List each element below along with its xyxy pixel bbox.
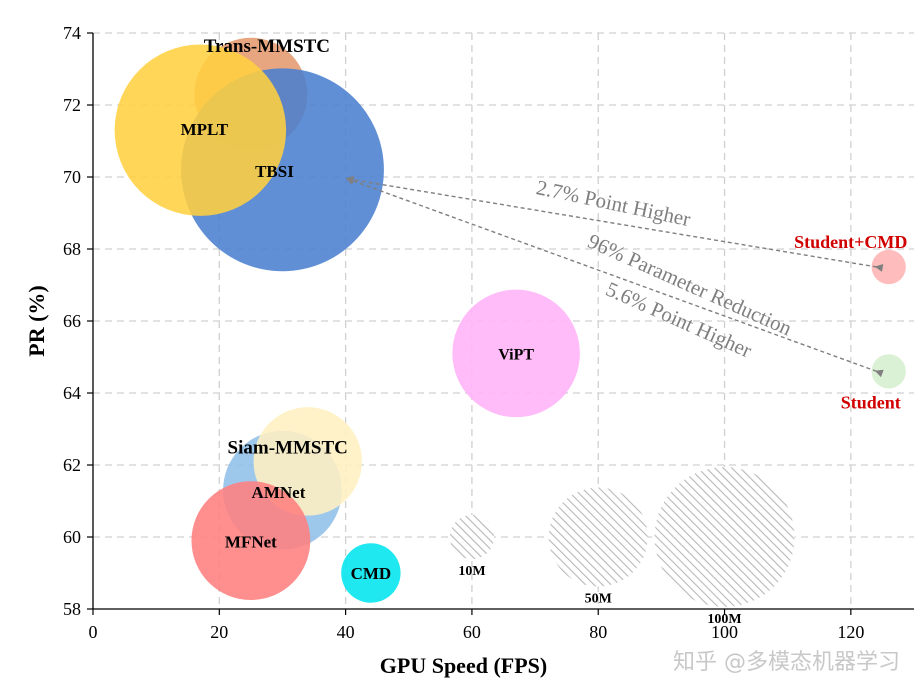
y-tick-label-72: 72 [63, 95, 81, 115]
bubbles [114, 37, 906, 603]
bubble-mfnet [191, 481, 311, 600]
watermark: 知乎 @多模态机器学习 [673, 650, 900, 675]
size-legend-bubble-10m [449, 514, 495, 560]
bubble-label-student-cmd: Student+CMD [794, 232, 907, 252]
bubble-label-siam-mmstc: Siam-MMSTC [228, 437, 348, 458]
size-legend-label-50m: 50M [585, 591, 612, 606]
x-tick-label-60: 60 [463, 622, 481, 642]
bubble-label-amnet: AMNet [252, 483, 306, 502]
bubble-labels: Trans-MMSTC TBSI MPLT ViPT AMNet Siam-MMSTC MF… [181, 36, 908, 583]
bubble-label-mplt: MPLT [181, 120, 229, 139]
y-tick-label-66: 66 [63, 311, 81, 331]
axes: 58 60 62 64 66 68 70 72 74 0 20 40 60 80 100 120 GPU Spe… [24, 23, 914, 678]
y-tick-label-74: 74 [63, 23, 81, 43]
size-legend-label-100m: 100M [707, 612, 741, 627]
x-axis-title: GPU Speed (FPS) [380, 653, 547, 678]
bubble-label-vipt: ViPT [498, 346, 534, 363]
bubble-label-cmd: CMD [351, 564, 392, 583]
bubble-label-tbsi: TBSI [255, 162, 294, 181]
y-tick-label-60: 60 [63, 527, 81, 547]
x-tick-label-20: 20 [210, 622, 228, 642]
size-legend-bubble-50m [548, 487, 648, 587]
y-tick-label-68: 68 [63, 239, 81, 259]
bubble-mplt [114, 44, 287, 216]
x-tick-label-120: 120 [837, 622, 864, 642]
bubble-label-trans-mmstc: Trans-MMSTC [204, 36, 330, 57]
size-legend-bubble-100m [654, 467, 795, 607]
x-tick-label-0: 0 [89, 622, 98, 642]
x-tick-label-80: 80 [589, 622, 607, 642]
y-axis-title: PR (%) [24, 285, 49, 356]
x-tick-label-100: 100 [711, 622, 738, 642]
size-legend: 10M 50M 100M [449, 467, 795, 627]
arrow-to-student [345, 177, 884, 378]
y-tick-label-64: 64 [63, 383, 81, 403]
y-tick-label-62: 62 [63, 455, 81, 475]
bubble-siam-mmstc [253, 407, 362, 516]
bubble-label-student: Student [841, 392, 901, 412]
bubble-cmd [341, 543, 401, 603]
y-tick-label-70: 70 [63, 167, 81, 187]
bubble-label-mfnet: MFNet [225, 533, 277, 552]
size-legend-label-10m: 10M [458, 564, 485, 579]
y-tick-label-58: 58 [63, 599, 81, 619]
x-tick-label-40: 40 [337, 622, 355, 642]
annotation-arrows [345, 175, 884, 378]
